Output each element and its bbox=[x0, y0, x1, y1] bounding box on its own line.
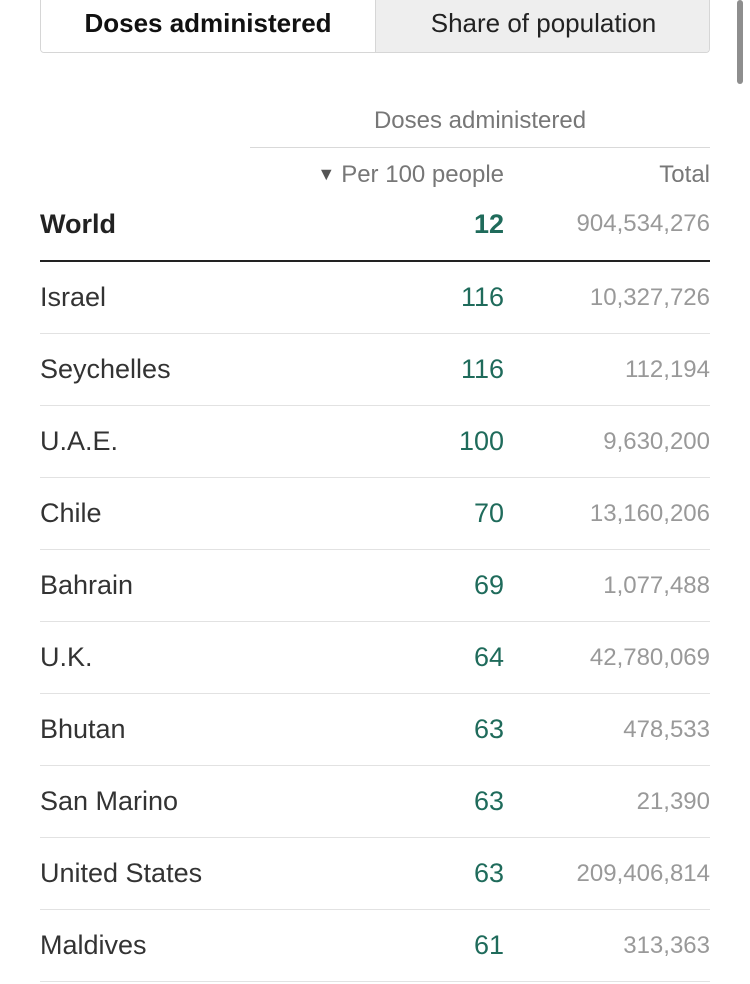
sort-descending-icon: ▼ bbox=[317, 164, 336, 184]
per-100-header-label: Per 100 people bbox=[341, 161, 504, 188]
country-name: Seychelles bbox=[40, 354, 171, 384]
total-value: 13,160,206 bbox=[589, 499, 710, 527]
total-value: 209,406,814 bbox=[576, 859, 710, 887]
total-value: 904,534,276 bbox=[576, 210, 710, 237]
total-value: 313,363 bbox=[623, 931, 710, 959]
country-name: U.K. bbox=[40, 642, 93, 672]
table-row: Bhutan 63 478,533 bbox=[40, 694, 710, 766]
table-row: San Marino 63 21,390 bbox=[40, 766, 710, 838]
per-100-value: 116 bbox=[460, 354, 504, 384]
table-row: Bahrain 69 1,077,488 bbox=[40, 550, 710, 622]
total-value: 9,630,200 bbox=[603, 427, 710, 455]
total-value: 478,533 bbox=[623, 715, 710, 743]
column-group-header: Doses administered bbox=[250, 104, 710, 148]
per-100-value: 63 bbox=[473, 858, 504, 888]
per-100-value: 116 bbox=[460, 282, 504, 312]
total-value: 21,390 bbox=[636, 787, 710, 815]
country-name: Maldives bbox=[40, 930, 147, 960]
total-value: 112,194 bbox=[625, 355, 710, 383]
country-name: U.A.E. bbox=[40, 426, 119, 456]
table-row: United States 63 209,406,814 bbox=[40, 838, 710, 910]
per-100-value: 61 bbox=[473, 930, 504, 960]
table-row: Israel 116 10,327,726 bbox=[40, 262, 710, 334]
country-name: Chile bbox=[40, 498, 102, 528]
table-row: Seychelles 116 112,194 bbox=[40, 334, 710, 406]
tab-share-of-population[interactable]: Share of population bbox=[375, 0, 709, 52]
world-summary-row: World 12 904,534,276 bbox=[40, 188, 710, 262]
total-value: 1,077,488 bbox=[603, 571, 710, 599]
country-name: San Marino bbox=[40, 786, 179, 816]
per-100-value: 63 bbox=[473, 714, 504, 744]
total-value: 42,780,069 bbox=[589, 643, 710, 671]
per-100-value: 12 bbox=[473, 208, 504, 239]
table-row: U.A.E. 100 9,630,200 bbox=[40, 406, 710, 478]
total-value: 10,327,726 bbox=[589, 283, 710, 311]
per-100-value: 70 bbox=[473, 498, 504, 528]
per-100-value: 69 bbox=[473, 570, 504, 600]
country-name: United States bbox=[40, 858, 203, 888]
country-name: World bbox=[40, 208, 116, 239]
country-name: Bahrain bbox=[40, 570, 134, 600]
tab-doses-administered[interactable]: Doses administered bbox=[41, 0, 375, 52]
table-row: Maldives 61 313,363 bbox=[40, 910, 710, 982]
country-name: Israel bbox=[40, 282, 107, 312]
scrollbar[interactable] bbox=[737, 0, 743, 84]
per-100-column-header[interactable]: ▼ Per 100 people bbox=[317, 160, 504, 191]
country-name: Bhutan bbox=[40, 714, 126, 744]
table-row: U.K. 64 42,780,069 bbox=[40, 622, 710, 694]
per-100-value: 63 bbox=[473, 786, 504, 816]
per-100-value: 100 bbox=[458, 426, 504, 456]
per-100-value: 64 bbox=[473, 642, 504, 672]
total-column-header[interactable]: Total bbox=[659, 161, 710, 188]
tab-bar: Doses administered Share of population bbox=[40, 0, 710, 53]
table-row: Chile 70 13,160,206 bbox=[40, 478, 710, 550]
